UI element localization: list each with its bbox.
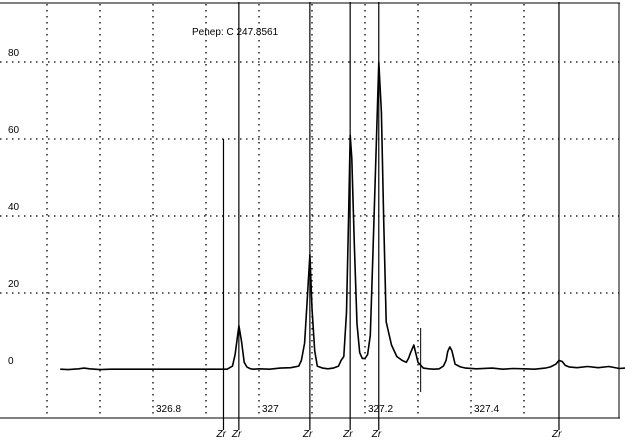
reference-line-label: Penep: C 247.8561 (192, 27, 279, 38)
x-tick-label: 327.2 (368, 404, 393, 415)
element-marker-label: Zr (215, 429, 226, 440)
element-marker-label: Zr (342, 429, 353, 440)
element-marker-label: Zr (371, 429, 382, 440)
y-tick-label: 60 (8, 125, 20, 136)
x-tick-label: 326.8 (156, 404, 181, 415)
y-tick-label: 40 (8, 202, 20, 213)
y-tick-label: 0 (8, 356, 14, 367)
y-tick-label: 80 (8, 48, 20, 59)
tick-layer: 0 20 40 60 80 326.8 327 327.2 327.4 (8, 48, 499, 415)
marker-layer: Zr Zr Zr Zr Zr Zr (215, 2, 562, 440)
x-tick-label: 327.4 (474, 404, 499, 415)
element-marker-label: Zr (551, 429, 562, 440)
y-tick-label: 20 (8, 279, 20, 290)
element-marker-label: Zr (231, 429, 242, 440)
series-layer (60, 61, 625, 371)
x-tick-label: 327 (262, 404, 279, 415)
element-marker-label: Zr (302, 429, 313, 440)
spectrum-series-line (60, 61, 625, 371)
